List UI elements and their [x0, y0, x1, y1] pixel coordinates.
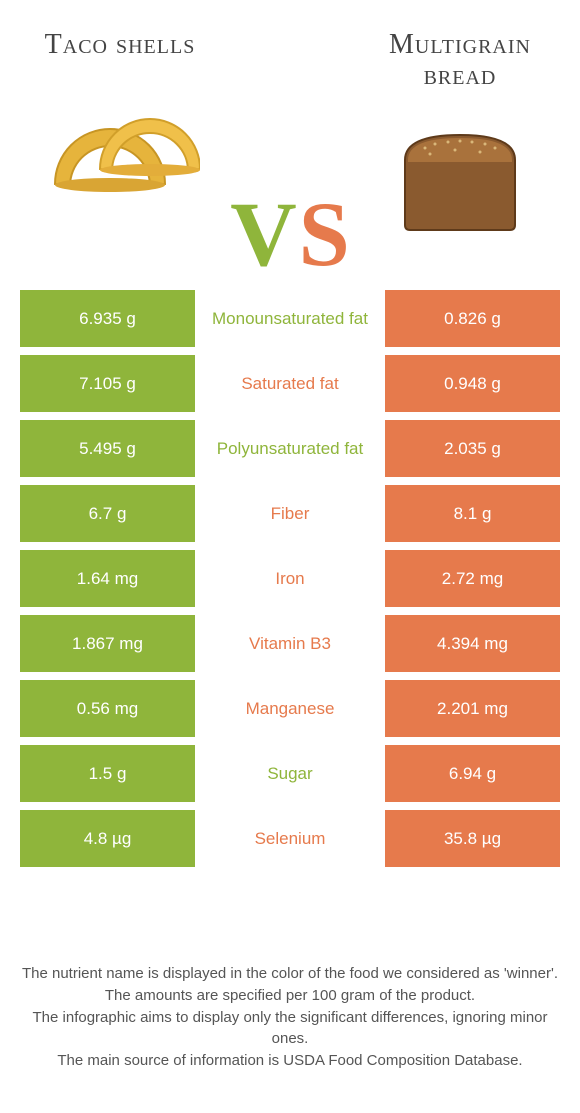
right-food-col: Multigrain bread	[360, 30, 560, 250]
taco-shells-icon	[40, 79, 200, 219]
nutrient-label: Iron	[195, 550, 385, 607]
right-value: 6.94 g	[385, 745, 560, 802]
footer-line-2: The amounts are specified per 100 gram o…	[20, 986, 560, 1006]
footer-line-1: The nutrient name is displayed in the co…	[20, 964, 560, 984]
left-value: 7.105 g	[20, 355, 195, 412]
table-row: 1.867 mgVitamin B34.394 mg	[20, 615, 560, 672]
vs-col: V S	[220, 30, 360, 280]
nutrient-label: Fiber	[195, 485, 385, 542]
left-value: 4.8 µg	[20, 810, 195, 867]
header: Taco shells V S Multigrain bread	[0, 0, 580, 280]
right-value: 8.1 g	[385, 485, 560, 542]
right-value: 0.948 g	[385, 355, 560, 412]
table-row: 6.7 gFiber8.1 g	[20, 485, 560, 542]
nutrient-label: Polyunsaturated fat	[195, 420, 385, 477]
vs-s: S	[299, 188, 350, 280]
nutrient-label: Saturated fat	[195, 355, 385, 412]
table-row: 1.5 gSugar6.94 g	[20, 745, 560, 802]
left-food-col: Taco shells	[20, 30, 220, 219]
table-row: 5.495 gPolyunsaturated fat2.035 g	[20, 420, 560, 477]
left-value: 1.64 mg	[20, 550, 195, 607]
right-value: 2.201 mg	[385, 680, 560, 737]
nutrient-label: Selenium	[195, 810, 385, 867]
nutrient-label: Sugar	[195, 745, 385, 802]
left-value: 5.495 g	[20, 420, 195, 477]
footer-line-3: The infographic aims to display only the…	[20, 1008, 560, 1049]
right-value: 35.8 µg	[385, 810, 560, 867]
vs-label: V S	[230, 188, 350, 280]
nutrient-table: 6.935 gMonounsaturated fat0.826 g 7.105 g…	[20, 290, 560, 867]
left-value: 6.935 g	[20, 290, 195, 347]
right-value: 0.826 g	[385, 290, 560, 347]
left-value: 0.56 mg	[20, 680, 195, 737]
table-row: 0.56 mgManganese2.201 mg	[20, 680, 560, 737]
nutrient-label: Vitamin B3	[195, 615, 385, 672]
table-row: 1.64 mgIron2.72 mg	[20, 550, 560, 607]
footer-line-4: The main source of information is USDA F…	[20, 1051, 560, 1071]
left-value: 1.5 g	[20, 745, 195, 802]
footer-notes: The nutrient name is displayed in the co…	[0, 964, 580, 1073]
table-row: 7.105 gSaturated fat0.948 g	[20, 355, 560, 412]
table-row: 6.935 gMonounsaturated fat0.826 g	[20, 290, 560, 347]
right-value: 2.72 mg	[385, 550, 560, 607]
right-value: 4.394 mg	[385, 615, 560, 672]
left-value: 6.7 g	[20, 485, 195, 542]
nutrient-label: Manganese	[195, 680, 385, 737]
vs-v: V	[230, 188, 296, 280]
left-value: 1.867 mg	[20, 615, 195, 672]
table-row: 4.8 µgSelenium35.8 µg	[20, 810, 560, 867]
left-food-title: Taco shells	[45, 30, 196, 61]
nutrient-label: Monounsaturated fat	[195, 290, 385, 347]
multigrain-bread-icon	[380, 110, 540, 250]
right-food-title: Multigrain bread	[360, 30, 560, 92]
right-value: 2.035 g	[385, 420, 560, 477]
